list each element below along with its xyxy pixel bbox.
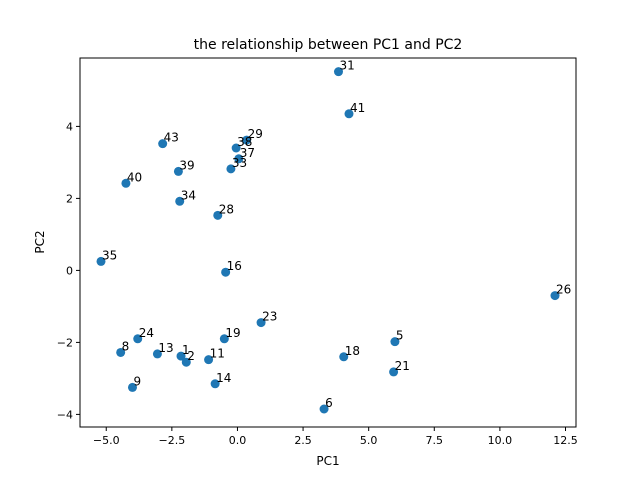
chart-title: the relationship between PC1 and PC2 [194, 37, 463, 53]
data-point [116, 347, 126, 357]
data-point [242, 135, 252, 145]
x-tick-label: 0.0 [229, 434, 247, 447]
y-axis-label: PC2 [33, 230, 47, 253]
data-point [121, 178, 131, 188]
data-point [176, 351, 186, 361]
data-point-label: 21 [395, 359, 410, 373]
data-point [221, 267, 231, 277]
data-point-label: 29 [248, 127, 263, 141]
data-point [158, 139, 168, 149]
data-point [256, 318, 266, 328]
data-point [339, 352, 349, 362]
data-point-label: 13 [158, 341, 173, 355]
data-point-label: 6 [325, 396, 333, 410]
data-point [550, 291, 560, 301]
data-point [175, 196, 185, 206]
data-point-label: 23 [262, 310, 277, 324]
x-tick-label: 2.5 [294, 434, 312, 447]
data-point-label: 39 [179, 158, 194, 172]
data-point-label: 37 [240, 146, 255, 160]
data-point-label: 26 [556, 283, 571, 297]
plot-frame [79, 57, 577, 428]
x-axis-ticks: −5.0 −2.5 0.0 2.5 5.0 7.5 10.0 12.5 [93, 427, 578, 447]
data-point-label: 31 [339, 59, 354, 73]
data-point-label: 40 [127, 170, 142, 184]
x-tick-label: −5.0 [93, 434, 120, 447]
y-tick-label: 4 [66, 120, 73, 133]
x-tick-label: 12.5 [553, 434, 578, 447]
data-point [219, 334, 229, 344]
data-point [133, 334, 143, 344]
data-point [234, 154, 244, 164]
data-point-label: 34 [181, 188, 196, 202]
data-point [333, 67, 343, 77]
data-point-label: 41 [350, 101, 365, 115]
data-point [127, 382, 137, 392]
data-point-label: 14 [216, 371, 231, 385]
data-point [226, 164, 236, 174]
data-point-label: 1 [182, 343, 190, 357]
data-point-label: 35 [102, 248, 117, 262]
data-point-label: 2 [187, 349, 195, 363]
data-point-label: 9 [133, 374, 141, 388]
data-point [96, 256, 106, 266]
data-point [389, 367, 399, 377]
x-tick-label: 5.0 [360, 434, 378, 447]
data-point-label: 19 [225, 326, 240, 340]
data-point [213, 210, 223, 220]
data-point-label: 16 [227, 259, 242, 273]
data-point-label: 33 [232, 156, 247, 170]
data-point [181, 357, 191, 367]
x-tick-label: 7.5 [426, 434, 444, 447]
y-tick-label: 2 [66, 192, 73, 205]
x-tick-label: 10.0 [488, 434, 513, 447]
data-point [231, 143, 241, 153]
y-tick-label: −2 [57, 336, 73, 349]
data-point [319, 404, 329, 414]
data-point [344, 109, 354, 119]
data-point [210, 379, 220, 389]
data-point [204, 355, 214, 365]
data-point-label: 18 [345, 344, 360, 358]
data-point-label: 43 [164, 131, 179, 145]
data-point [152, 349, 162, 359]
data-point-label: 38 [237, 135, 252, 149]
data-point-label: 11 [210, 347, 225, 361]
data-point-label: 28 [219, 202, 234, 216]
data-point-label: 24 [139, 326, 154, 340]
data-point-label: 5 [396, 329, 404, 343]
x-tick-label: −2.5 [158, 434, 185, 447]
y-tick-label: −4 [57, 408, 73, 421]
data-point [173, 166, 183, 176]
y-axis-ticks: −4 −2 0 2 4 [57, 120, 80, 421]
data-point [390, 337, 400, 347]
data-point-label: 8 [122, 339, 130, 353]
y-tick-label: 0 [66, 264, 73, 277]
x-axis-label: PC1 [316, 454, 339, 468]
